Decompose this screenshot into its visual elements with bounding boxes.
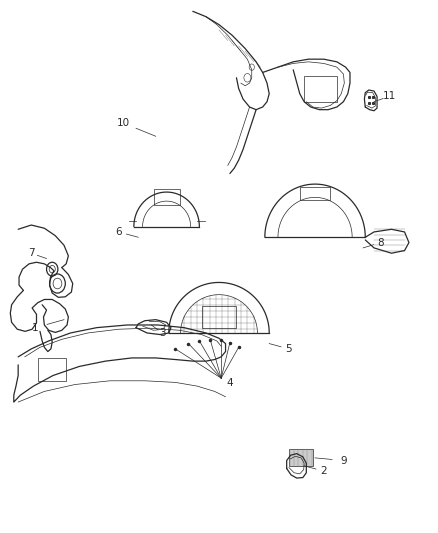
Text: 7: 7 — [28, 248, 35, 258]
Bar — [38, 359, 66, 381]
Bar — [304, 76, 337, 102]
Text: 4: 4 — [226, 378, 233, 389]
Bar — [289, 449, 313, 466]
Text: 5: 5 — [286, 344, 292, 354]
Text: 1: 1 — [32, 322, 39, 333]
Text: 8: 8 — [377, 238, 384, 247]
Text: 6: 6 — [115, 227, 122, 237]
Text: 11: 11 — [383, 91, 396, 101]
Text: 2: 2 — [321, 466, 327, 476]
Text: 10: 10 — [117, 118, 130, 128]
Text: 3: 3 — [159, 328, 166, 338]
Bar — [201, 306, 237, 328]
Text: 9: 9 — [340, 456, 347, 465]
